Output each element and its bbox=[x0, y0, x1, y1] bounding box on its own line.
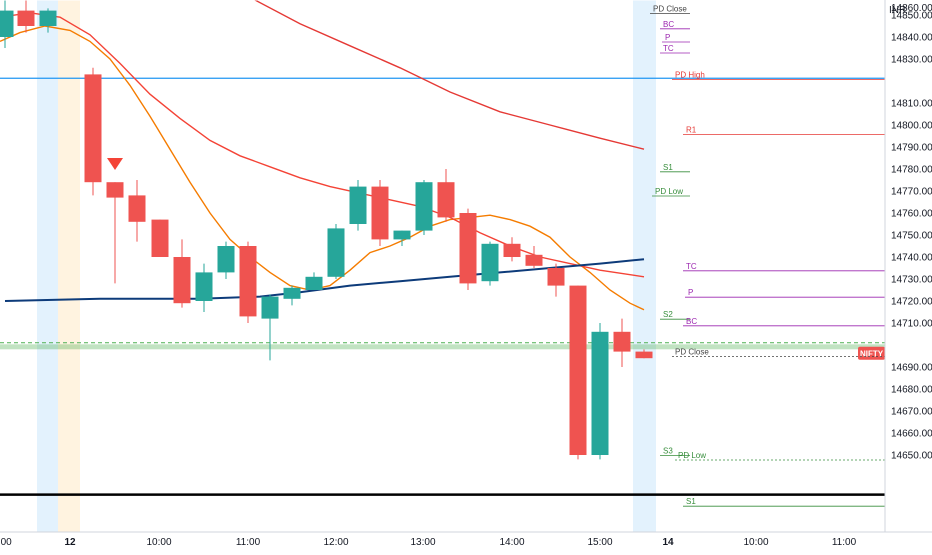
time-axis: 5:00 12 10:00 11:00 12:00 13:00 14:00 15:00 14 10… bbox=[0, 531, 932, 550]
candle-up bbox=[283, 287, 301, 299]
ema_long-line bbox=[0, 12, 645, 278]
time-tick-label: 12 bbox=[64, 537, 76, 548]
pivot-level-label: PD Low bbox=[655, 187, 683, 196]
time-tick-label: 12:00 bbox=[323, 537, 348, 548]
price-tick-label: 14710.00 bbox=[891, 319, 932, 330]
candle-up bbox=[305, 276, 323, 290]
currency-label: INR bbox=[889, 5, 906, 16]
ema_slow-line bbox=[253, 0, 645, 150]
candle-up bbox=[39, 10, 57, 26]
candle-up bbox=[0, 10, 14, 38]
price-tick-label: 14760.00 bbox=[891, 209, 932, 220]
candle-down bbox=[239, 246, 257, 317]
time-tick-label: 11:00 bbox=[832, 537, 857, 548]
price-tick-label: 14670.00 bbox=[891, 407, 932, 418]
candle-down bbox=[371, 186, 389, 240]
ema_fast-line bbox=[0, 25, 645, 311]
price-axis-panel bbox=[885, 0, 932, 550]
candle-down bbox=[635, 351, 653, 359]
pivot-level-label: R1 bbox=[686, 125, 697, 134]
pivot-level-label: PD High bbox=[675, 70, 705, 79]
candle-down bbox=[613, 331, 631, 352]
price-tick-label: 14830.00 bbox=[891, 55, 932, 66]
candle-down bbox=[437, 182, 455, 218]
price-tick-label: 14720.00 bbox=[891, 297, 932, 308]
price-tick-label: 14770.00 bbox=[891, 187, 932, 198]
price-tick-label: 14840.00 bbox=[891, 33, 932, 44]
price-tick-label: 14850.00 bbox=[891, 11, 932, 22]
price-tick-label: 14660.00 bbox=[891, 429, 932, 440]
session-highlight-bands bbox=[37, 0, 656, 532]
price-tick-label: 14750.00 bbox=[891, 231, 932, 242]
candle-down bbox=[151, 219, 169, 257]
pivot-levels: PD Close BC P TC PD High R1 S1 PD Low TC P S2 BC PD … bbox=[650, 4, 885, 507]
price-tick-label: 14740.00 bbox=[891, 253, 932, 264]
time-tick-label: 10:00 bbox=[146, 537, 171, 548]
candle-up bbox=[261, 296, 279, 319]
candle-down bbox=[569, 285, 587, 455]
pivot-level-label: S1 bbox=[663, 163, 673, 172]
candle-up bbox=[591, 331, 609, 455]
sell-signal-arrow bbox=[107, 158, 123, 170]
pivot-level-label: P bbox=[665, 33, 670, 42]
pivot-level-label: PD Close bbox=[675, 348, 709, 357]
price-tick-label: 14690.00 bbox=[891, 363, 932, 374]
price-tick-label: 14780.00 bbox=[891, 165, 932, 176]
candle-down bbox=[128, 195, 146, 222]
time-tick-label: 5:00 bbox=[0, 537, 12, 548]
pivot-level-label: S1 bbox=[686, 497, 696, 506]
time-tick-label: 14 bbox=[662, 537, 674, 548]
highlight-band bbox=[633, 0, 656, 532]
candle-down bbox=[17, 10, 35, 26]
price-tick-label: 14680.00 bbox=[891, 385, 932, 396]
price-band bbox=[0, 344, 885, 350]
price-tick-label: 14790.00 bbox=[891, 143, 932, 154]
time-axis-panel bbox=[0, 532, 932, 550]
candle-down bbox=[459, 213, 477, 284]
candle-up bbox=[393, 230, 411, 240]
price-tick-label: 14860.00 bbox=[891, 3, 932, 14]
pivot-level-label: PD Low bbox=[678, 451, 706, 460]
candle-up bbox=[217, 246, 235, 273]
candles bbox=[0, 0, 653, 460]
candle-down bbox=[84, 74, 102, 183]
signal-marker bbox=[0, 0, 885, 170]
pivot-level-label: PD Close bbox=[653, 4, 687, 13]
candle-up bbox=[195, 272, 213, 301]
candle-down bbox=[503, 243, 521, 257]
pivot-level-label: TC bbox=[663, 44, 674, 53]
candle-up bbox=[327, 228, 345, 277]
pivot-level-label: S3 bbox=[663, 447, 673, 456]
candle-up bbox=[349, 186, 367, 224]
pivot-level-label: P bbox=[688, 288, 693, 297]
candle-up bbox=[481, 243, 499, 282]
candle-down bbox=[106, 182, 124, 198]
candle-down bbox=[173, 257, 191, 304]
candle-down bbox=[525, 254, 543, 266]
price-axis: 14650.00 14660.00 14670.00 14680.00 14690.00… bbox=[884, 0, 932, 550]
highlight-band bbox=[37, 0, 58, 532]
candle-down bbox=[547, 268, 565, 286]
price-tick-label: 14650.00 bbox=[891, 451, 932, 462]
time-tick-label: 11:00 bbox=[236, 537, 261, 548]
pivot-level-label: BC bbox=[686, 317, 697, 326]
pivot-level-label: TC bbox=[686, 262, 697, 271]
time-tick-label: 10:00 bbox=[743, 537, 768, 548]
highlight-band bbox=[58, 0, 80, 532]
candle-up bbox=[415, 182, 433, 231]
time-tick-label: 15:00 bbox=[587, 537, 612, 548]
time-tick-label: 13:00 bbox=[410, 537, 435, 548]
price-tick-label: 14800.00 bbox=[891, 121, 932, 132]
symbol-label: NIFTY bbox=[860, 350, 884, 359]
time-tick-label: 14:00 bbox=[499, 537, 524, 548]
price-tick-label: 14810.00 bbox=[891, 99, 932, 110]
pivot-level-label: BC bbox=[663, 20, 674, 29]
price-tick-label: 14730.00 bbox=[891, 275, 932, 286]
pivot-level-label: S2 bbox=[663, 310, 673, 319]
